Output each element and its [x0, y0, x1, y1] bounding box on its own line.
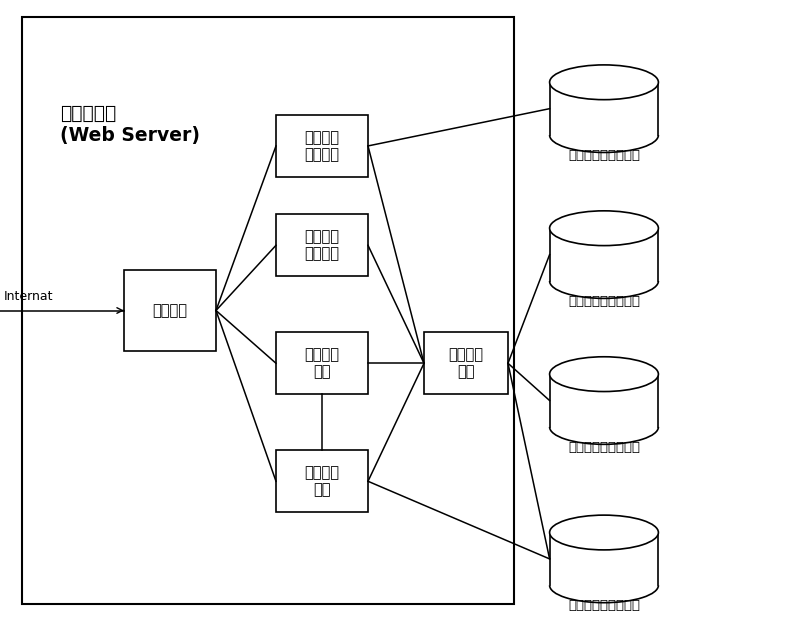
- Bar: [550, 532, 658, 585]
- Ellipse shape: [550, 356, 658, 392]
- Text: 商品交易
单元: 商品交易 单元: [305, 347, 339, 379]
- Text: 价格订阅信息数据库: 价格订阅信息数据库: [568, 149, 640, 161]
- Bar: [550, 229, 658, 281]
- Bar: [276, 332, 368, 394]
- Text: 商品基本信息数据库: 商品基本信息数据库: [568, 295, 640, 307]
- Text: 商品信息
发布单元: 商品信息 发布单元: [305, 229, 339, 261]
- Bar: [276, 115, 368, 177]
- Text: 交易服务器
(Web Server): 交易服务器 (Web Server): [60, 104, 200, 145]
- Bar: [276, 450, 368, 512]
- Text: 商品预订信息数据库: 商品预订信息数据库: [568, 599, 640, 612]
- Text: 即时定价
单元: 即时定价 单元: [449, 347, 483, 379]
- Bar: [550, 374, 658, 427]
- Bar: [550, 83, 658, 135]
- Text: 通信单元: 通信单元: [153, 303, 187, 318]
- Text: 价格订阅
管理单元: 价格订阅 管理单元: [305, 130, 339, 162]
- Bar: [276, 214, 368, 276]
- Ellipse shape: [550, 211, 658, 245]
- Bar: [424, 332, 508, 394]
- Text: 二维价格信息数据库: 二维价格信息数据库: [568, 441, 640, 453]
- Text: 商品预定
单元: 商品预定 单元: [305, 465, 339, 497]
- Text: Internat: Internat: [4, 290, 54, 303]
- Ellipse shape: [550, 65, 658, 100]
- Bar: [124, 270, 216, 351]
- Bar: [22, 17, 514, 604]
- Ellipse shape: [550, 515, 658, 550]
